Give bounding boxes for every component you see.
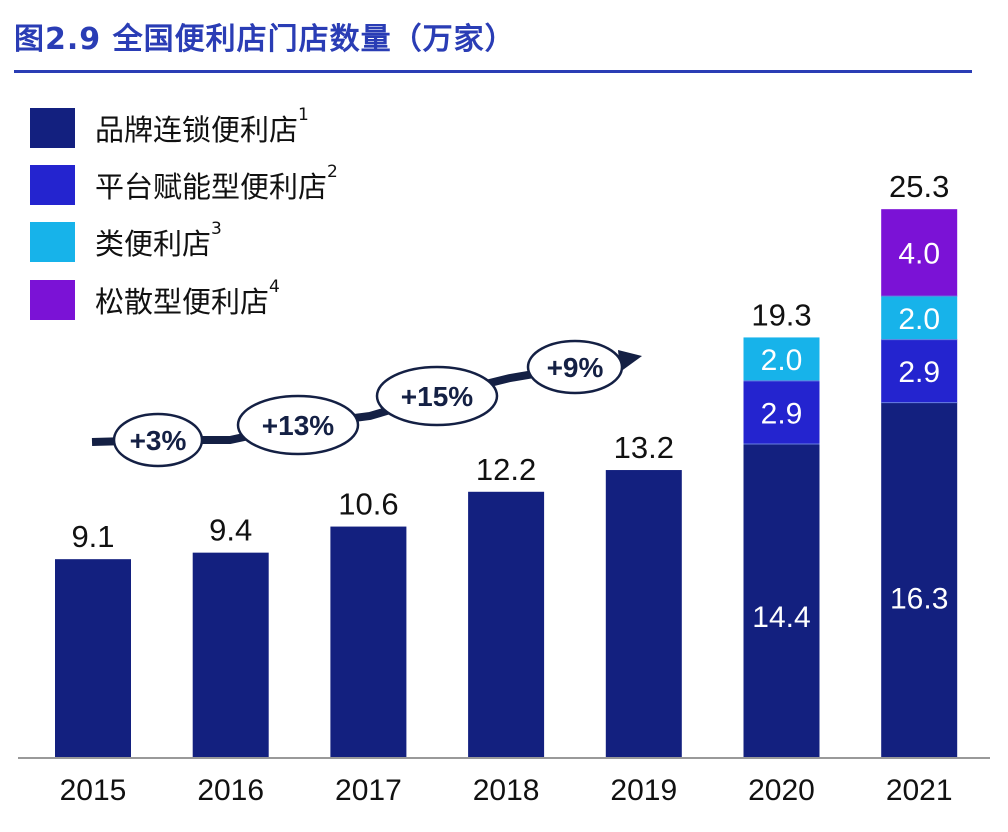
- segment-label: 4.0: [898, 238, 940, 271]
- segment-label: 2.9: [761, 397, 803, 430]
- legend-item-chain: 品牌连锁便利店1: [30, 105, 309, 148]
- total-label: 9.4: [209, 513, 252, 548]
- legend-note: 1: [298, 105, 309, 125]
- bar-segment: [743, 337, 820, 381]
- bar-segment: [881, 209, 958, 297]
- legend-item-quasi: 类便利店3: [30, 219, 222, 262]
- legend-swatch: [30, 222, 75, 262]
- legend-note: 3: [211, 219, 222, 239]
- total-label: 10.6: [338, 487, 398, 522]
- growth-label: +15%: [401, 381, 473, 412]
- x-tick-label: 2016: [197, 774, 264, 807]
- legend-label: 松散型便利店: [95, 285, 270, 319]
- x-tick-label: 2020: [748, 774, 815, 807]
- legend-swatch: [30, 108, 75, 148]
- arrow-head-icon: [618, 350, 642, 372]
- x-tick-label: 2017: [335, 774, 402, 807]
- growth-bubble: [375, 365, 499, 427]
- growth-label: +9%: [547, 352, 604, 383]
- chart-title: 图2.9 全国便利店门店数量（万家）: [14, 22, 516, 57]
- bar-segment: [881, 339, 958, 403]
- total-label: 19.3: [751, 297, 811, 332]
- total-label: 25.3: [889, 169, 949, 204]
- growth-bubble: [526, 339, 624, 395]
- bar-segment: [743, 443, 820, 757]
- legend-note: 2: [327, 162, 338, 182]
- segment-label: 14.4: [752, 601, 810, 634]
- bar-segment: [330, 526, 407, 757]
- growth-bubble: [236, 394, 360, 456]
- legend-item-platform: 平台赋能型便利店2: [30, 162, 338, 205]
- legend-note: 4: [269, 277, 280, 297]
- bar-segment: [605, 470, 682, 757]
- segment-label: 16.3: [890, 583, 948, 616]
- segment-label: 2.9: [898, 356, 940, 389]
- growth-label: +3%: [130, 425, 187, 456]
- growth-bubble: [112, 412, 204, 468]
- total-label: 12.2: [476, 452, 536, 487]
- bar-segment: [881, 402, 958, 757]
- title-underline: [14, 70, 972, 73]
- bar-segment: [468, 491, 545, 757]
- legend-swatch: [30, 280, 75, 320]
- growth-label: +13%: [262, 410, 334, 441]
- x-tick-label: 2018: [473, 774, 540, 807]
- x-tick-label: 2019: [610, 774, 677, 807]
- segment-label: 2.0: [761, 344, 803, 377]
- legend-label: 平台赋能型便利店: [95, 170, 328, 204]
- bar-segment: [881, 296, 958, 340]
- bar-segment: [192, 552, 269, 757]
- legend-label: 品牌连锁便利店: [95, 113, 299, 147]
- x-tick-label: 2021: [886, 774, 953, 807]
- total-label: 13.2: [614, 430, 674, 465]
- legend-swatch: [30, 165, 75, 205]
- legend-label: 类便利店: [95, 227, 212, 261]
- x-tick-label: 2015: [60, 774, 127, 807]
- total-label: 9.1: [71, 519, 114, 554]
- segment-label: 2.0: [898, 303, 940, 336]
- bar-segment: [743, 380, 820, 444]
- legend-item-loose: 松散型便利店4: [30, 277, 280, 320]
- bar-segment: [55, 559, 131, 757]
